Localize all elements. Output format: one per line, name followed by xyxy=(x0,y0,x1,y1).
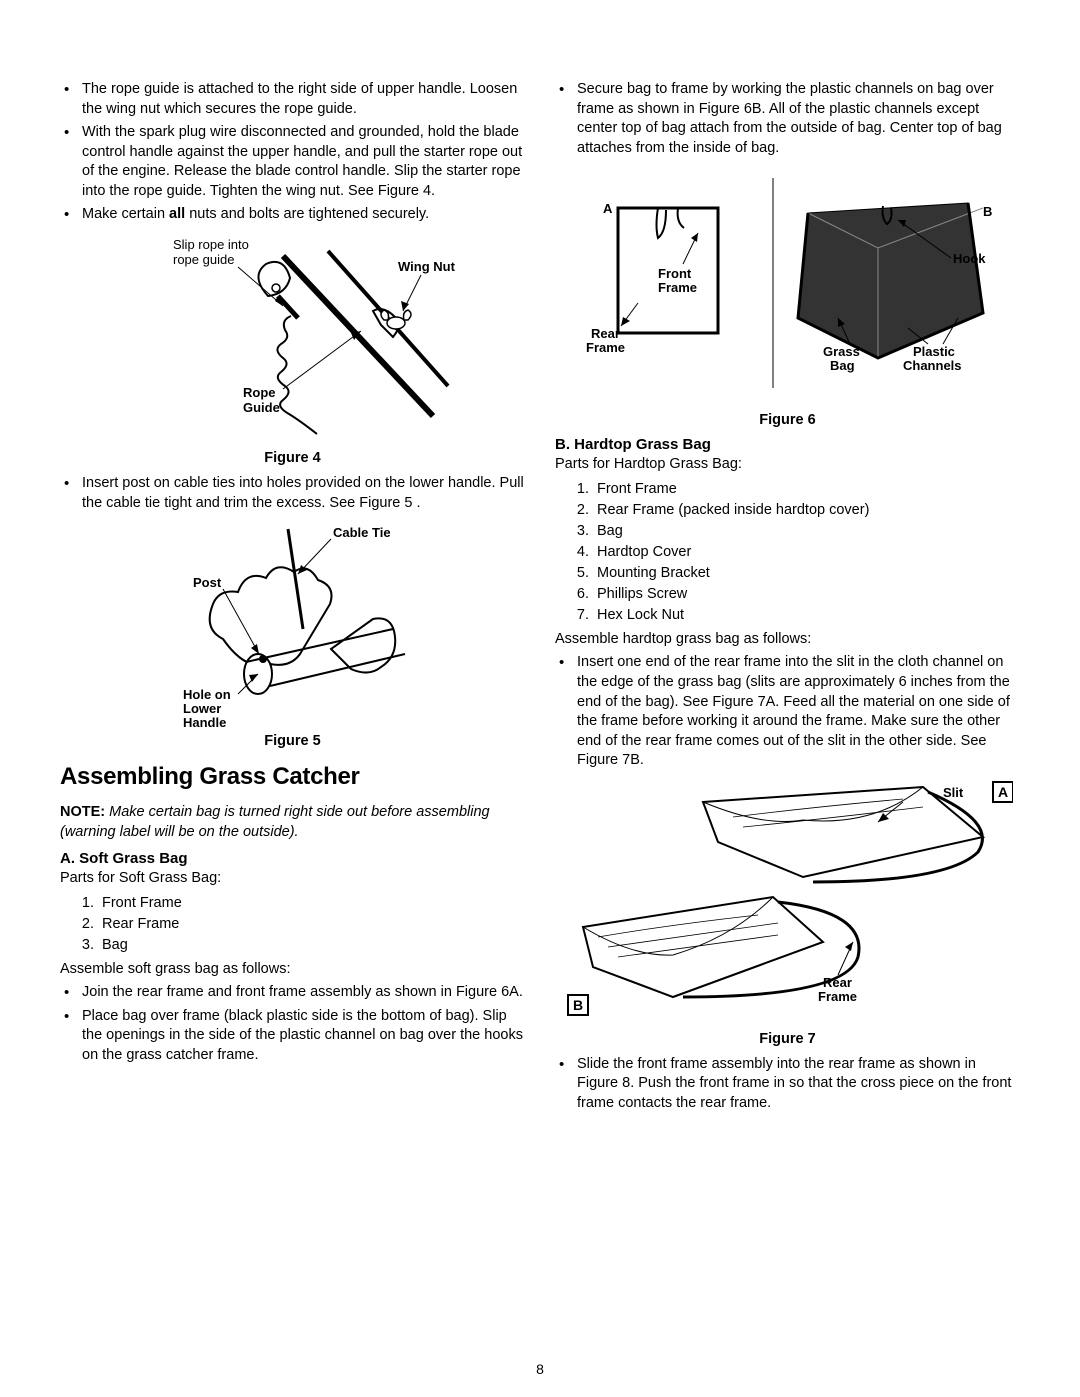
fig5-label-hole3: Handle xyxy=(183,715,226,729)
list-item: Hardtop Cover xyxy=(593,542,1020,563)
bullet-item: Insert post on cable ties into holes pro… xyxy=(82,474,525,513)
bullet-item: Join the rear frame and front frame asse… xyxy=(82,983,525,1003)
fig6-plastic2: Channels xyxy=(903,358,962,373)
list-item: Bag xyxy=(98,935,525,956)
fig6-A: A xyxy=(603,201,613,216)
manual-page: The rope guide is attached to the right … xyxy=(0,0,1080,1397)
parts-soft-intro: Parts for Soft Grass Bag: xyxy=(60,869,525,889)
list-item: Front Frame xyxy=(593,479,1020,500)
page-number: 8 xyxy=(0,1361,1080,1377)
fig6-grassbag2: Bag xyxy=(830,358,855,373)
fig7-rearframe1: Rear xyxy=(823,975,852,990)
figure-4-caption: Figure 4 xyxy=(60,450,525,466)
list-item: Mounting Bracket xyxy=(593,563,1020,584)
bullet-list: Secure bag to frame by working the plast… xyxy=(555,80,1020,158)
fig7-A: A xyxy=(998,784,1008,800)
bullet-item: With the spark plug wire disconnected an… xyxy=(82,123,525,201)
list-item: Rear Frame (packed inside hardtop cover) xyxy=(593,500,1020,521)
figure-5-caption: Figure 5 xyxy=(60,733,525,749)
fig6-frontframe1: Front xyxy=(658,266,692,281)
bullet-list: Insert one end of the rear frame into th… xyxy=(555,653,1020,770)
fig5-label-cabletie: Cable Tie xyxy=(333,525,391,540)
fig6-grassbag1: Grass xyxy=(823,344,860,359)
fig4-label-slip2: rope guide xyxy=(173,252,234,267)
list-item: Bag xyxy=(593,521,1020,542)
assemble-hard-intro: Assemble hardtop grass bag as follows: xyxy=(555,630,1020,650)
bullet-item: Slide the front frame assembly into the … xyxy=(577,1055,1020,1114)
fig7-slit: Slit xyxy=(943,785,964,800)
note-prefix: NOTE: xyxy=(60,804,105,820)
list-item: Front Frame xyxy=(98,893,525,914)
fig4-label-slip1: Slip rope into xyxy=(173,237,249,252)
fig4-label-ropeguide1: Rope xyxy=(243,385,276,400)
figure-7: A Slit B Rear F xyxy=(555,777,1020,1027)
list-item: Rear Frame xyxy=(98,914,525,935)
bullet-list: Insert post on cable ties into holes pro… xyxy=(60,474,525,513)
figure-6-caption: Figure 6 xyxy=(555,412,1020,428)
subsection-b-head: B. Hardtop Grass Bag xyxy=(555,436,1020,453)
left-column: The rope guide is attached to the right … xyxy=(60,80,525,1120)
fig6-plastic1: Plastic xyxy=(913,344,955,359)
fig5-label-hole1: Hole on xyxy=(183,687,231,702)
bullet-item: Place bag over frame (black plastic side… xyxy=(82,1007,525,1066)
subsection-a-head: A. Soft Grass Bag xyxy=(60,850,525,867)
fig7-rearframe2: Frame xyxy=(818,989,857,1004)
note-paragraph: NOTE: Make certain bag is turned right s… xyxy=(60,803,525,842)
fig6-frontframe2: Frame xyxy=(658,280,697,295)
list-item: Hex Lock Nut xyxy=(593,605,1020,626)
fig7-B: B xyxy=(573,997,583,1013)
figure-4: Slip rope into rope guide Wing Nut Rope … xyxy=(60,231,525,446)
bullet-list: The rope guide is attached to the right … xyxy=(60,80,525,225)
figure-7-caption: Figure 7 xyxy=(555,1031,1020,1047)
fig5-label-hole2: Lower xyxy=(183,701,221,716)
figure-6: A Front Frame Rear Frame xyxy=(555,178,1020,408)
fig6-rearframe2: Frame xyxy=(586,340,625,355)
bullet-list: Join the rear frame and front frame asse… xyxy=(60,983,525,1065)
bullet-item: Secure bag to frame by working the plast… xyxy=(577,80,1020,158)
note-body: Make certain bag is turned right side ou… xyxy=(60,804,490,840)
two-column-layout: The rope guide is attached to the right … xyxy=(60,80,1020,1120)
bullet-item: Insert one end of the rear frame into th… xyxy=(577,653,1020,770)
fig4-label-wingnut: Wing Nut xyxy=(398,259,456,274)
list-item: Phillips Screw xyxy=(593,584,1020,605)
parts-hard-list: Front Frame Rear Frame (packed inside ha… xyxy=(555,479,1020,626)
parts-hard-intro: Parts for Hardtop Grass Bag: xyxy=(555,455,1020,475)
fig4-label-ropeguide2: Guide xyxy=(243,400,280,415)
assemble-soft-intro: Assemble soft grass bag as follows: xyxy=(60,960,525,980)
figure-5: Cable Tie Post Hole on Lower Handle xyxy=(60,519,525,729)
fig6-B: B xyxy=(983,204,992,219)
fig6-hook: Hook xyxy=(953,251,986,266)
fig5-label-post: Post xyxy=(193,575,222,590)
bullet-item: The rope guide is attached to the right … xyxy=(82,80,525,119)
parts-soft-list: Front Frame Rear Frame Bag xyxy=(60,893,525,956)
bullet-item: Make certain all nuts and bolts are tigh… xyxy=(82,205,525,225)
section-title: Assembling Grass Catcher xyxy=(60,763,525,791)
bullet-list: Slide the front frame assembly into the … xyxy=(555,1055,1020,1114)
fig6-rearframe1: Rear xyxy=(591,326,620,341)
right-column: Secure bag to frame by working the plast… xyxy=(555,80,1020,1120)
